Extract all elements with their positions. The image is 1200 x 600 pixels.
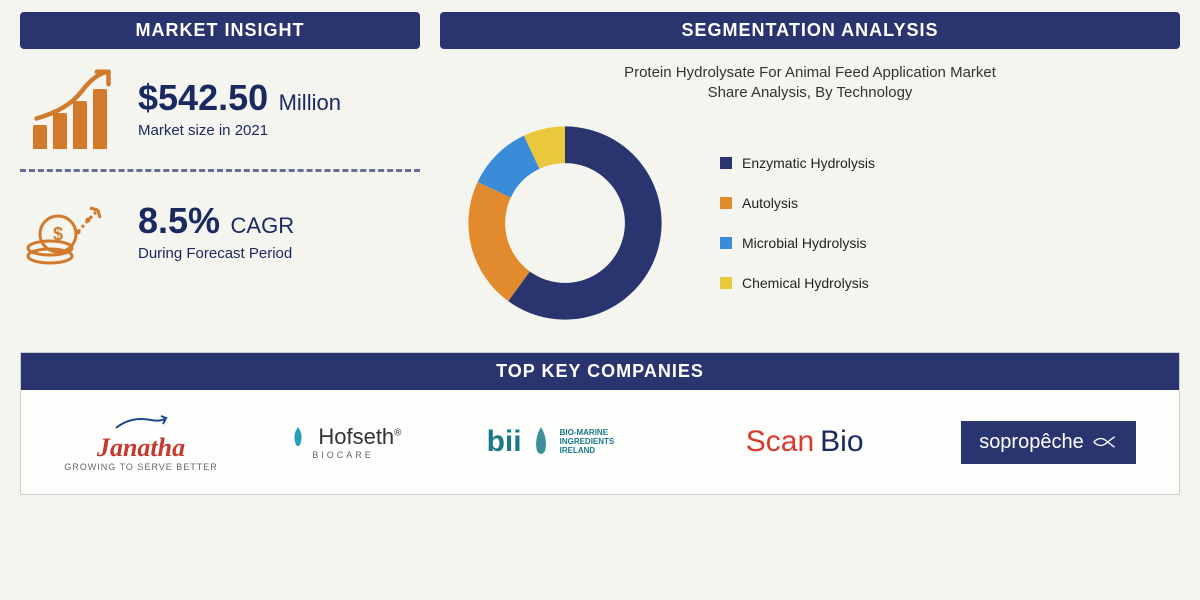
market-insight-panel: MARKET INSIGHT $542.50 Million [20,12,420,338]
company-logo: Hofseth®BIOCARE [284,423,401,461]
company-logo: sopropêche [961,421,1136,464]
segmentation-header: SEGMENTATION ANALYSIS [440,12,1180,49]
svg-text:$: $ [53,224,63,244]
cagr-unit: CAGR [231,213,295,238]
company-logo: JanathaGROWING TO SERVE BETTER [64,412,218,472]
legend-item: Enzymatic Hydrolysis [720,155,875,171]
legend-label: Enzymatic Hydrolysis [742,155,875,171]
growth-arrow-icon [32,61,122,131]
companies-header: TOP KEY COMPANIES [21,353,1179,390]
legend-label: Microbial Hydrolysis [742,235,866,251]
coin-growth-icon: $ [20,192,120,272]
donut-legend: Enzymatic Hydrolysis Autolysis Microbial H… [710,155,875,291]
market-size-sub: Market size in 2021 [138,122,341,139]
growth-bars-icon [20,69,120,149]
cagr-block: $ 8.5% CAGR During Forecast Period [20,186,420,278]
legend-swatch [720,277,732,289]
market-size-value: $542.50 [138,77,268,118]
segmentation-panel: SEGMENTATION ANALYSIS Protein Hydrolysat… [440,12,1180,338]
cagr-sub: During Forecast Period [138,245,294,262]
companies-panel: TOP KEY COMPANIES JanathaGROWING TO SERV… [20,352,1180,495]
company-logo: biiBIO-MARINE INGREDIENTS IRELAND [468,425,648,459]
legend-item: Chemical Hydrolysis [720,275,875,291]
legend-swatch [720,237,732,249]
company-logo: ScanBio [715,425,895,459]
donut-chart [450,108,680,338]
legend-label: Chemical Hydrolysis [742,275,869,291]
legend-item: Microbial Hydrolysis [720,235,875,251]
legend-label: Autolysis [742,195,798,211]
market-size-block: $542.50 Million Market size in 2021 [20,63,420,155]
market-size-unit: Million [279,90,341,115]
market-insight-header: MARKET INSIGHT [20,12,420,49]
legend-item: Autolysis [720,195,875,211]
cagr-value: 8.5% [138,200,220,241]
metric-divider [20,169,420,172]
segmentation-title: Protein Hydrolysate For Animal Feed Appl… [440,63,1180,102]
donut-slice [468,182,529,301]
legend-swatch [720,197,732,209]
legend-swatch [720,157,732,169]
